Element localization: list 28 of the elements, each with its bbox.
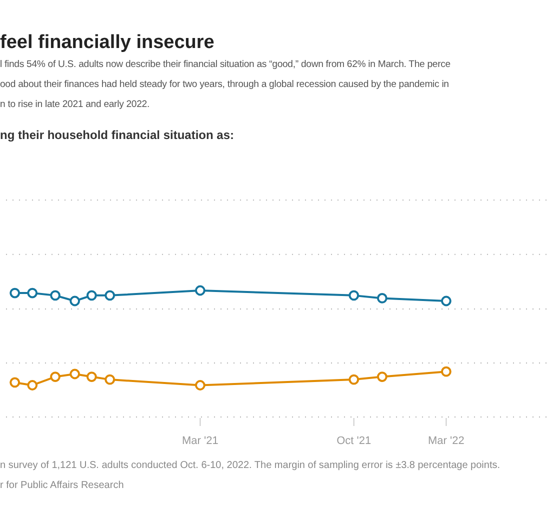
point (104, 290, 116, 301)
x-tick-label: Mar '21 (182, 435, 218, 447)
point (194, 285, 206, 296)
point (70, 368, 80, 380)
point (194, 380, 206, 390)
point (441, 296, 452, 306)
point (10, 377, 20, 388)
point (376, 293, 388, 304)
point (50, 290, 60, 301)
text: n survey of 1,121 U.S. adults conducted Oct. 6-10, 2022. The margin of sampling error is ±3.8 percentage points. (0, 460, 500, 471)
chart-title: feel financially insecure (0, 32, 214, 53)
x-tick-label: Mar '22 (428, 435, 464, 447)
point (376, 372, 388, 382)
point (348, 290, 360, 301)
chart-subtitle: l finds 54% of U.S. adults now describe their financial situation as “good,” down from 62% in March. The perce ood about their finances had held steady for two years, through a global recession caused by the pandemic in n to rise in late 2021 and early 2022. (0, 59, 450, 110)
x-tick-label: Oct '21 (336, 435, 372, 447)
point (70, 296, 80, 306)
point (86, 372, 97, 382)
point (27, 380, 38, 390)
text: ng their household financial situation as: (0, 128, 234, 142)
point (10, 288, 20, 298)
point (86, 290, 97, 301)
point (50, 372, 60, 382)
point (348, 374, 360, 385)
text: r for Public Affairs Research (0, 480, 124, 491)
point (27, 288, 38, 298)
point (441, 366, 452, 377)
point (104, 374, 116, 385)
